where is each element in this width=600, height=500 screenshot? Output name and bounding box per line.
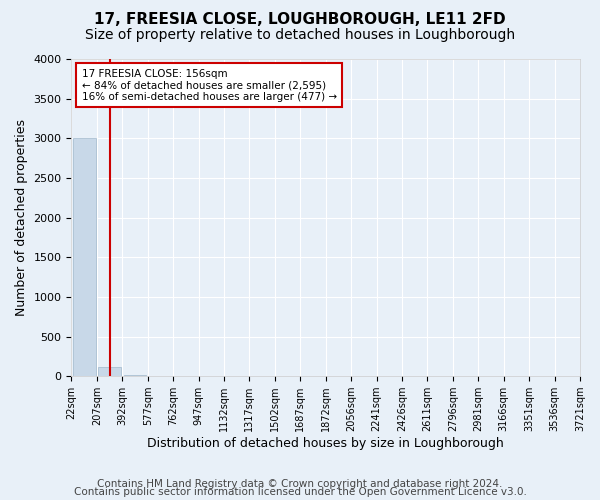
Text: Size of property relative to detached houses in Loughborough: Size of property relative to detached ho… xyxy=(85,28,515,42)
Text: Contains HM Land Registry data © Crown copyright and database right 2024.: Contains HM Land Registry data © Crown c… xyxy=(97,479,503,489)
Text: Contains public sector information licensed under the Open Government Licence v3: Contains public sector information licen… xyxy=(74,487,526,497)
Bar xyxy=(73,138,95,376)
Bar xyxy=(98,366,121,376)
Text: 17, FREESIA CLOSE, LOUGHBOROUGH, LE11 2FD: 17, FREESIA CLOSE, LOUGHBOROUGH, LE11 2F… xyxy=(94,12,506,28)
Text: 17 FREESIA CLOSE: 156sqm
← 84% of detached houses are smaller (2,595)
16% of sem: 17 FREESIA CLOSE: 156sqm ← 84% of detach… xyxy=(82,68,337,102)
X-axis label: Distribution of detached houses by size in Loughborough: Distribution of detached houses by size … xyxy=(148,437,504,450)
Y-axis label: Number of detached properties: Number of detached properties xyxy=(15,119,28,316)
